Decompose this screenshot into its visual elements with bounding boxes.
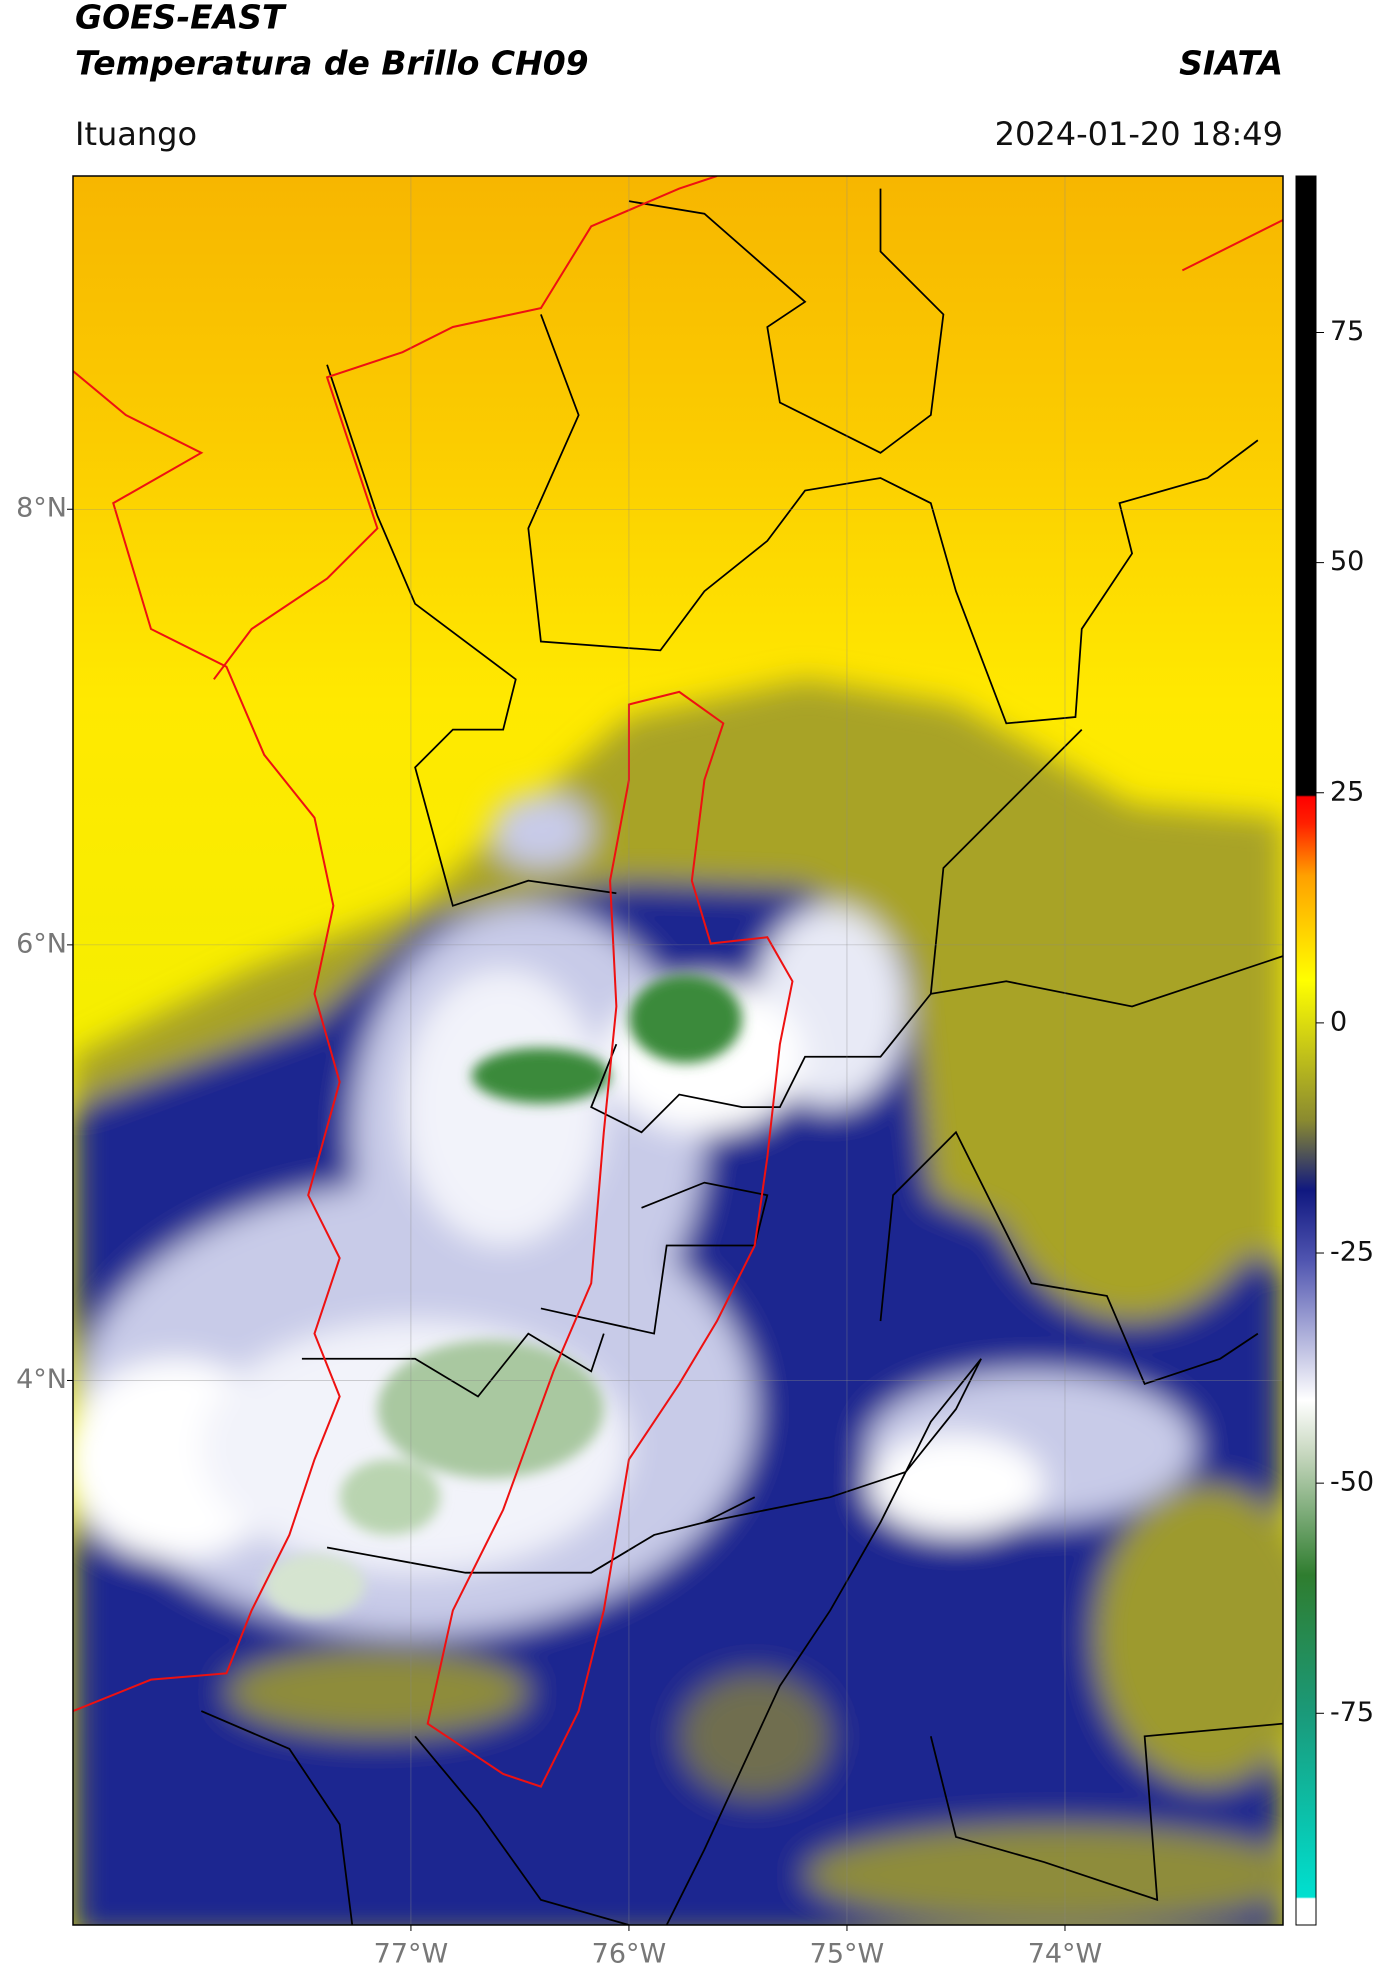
x-tick-label: 77°W — [374, 1939, 449, 1970]
y-tick-label: 4°N — [16, 1364, 67, 1395]
x-tick-label: 76°W — [592, 1939, 667, 1970]
x-tick-label: 74°W — [1028, 1939, 1103, 1970]
colorbar-tick-label: 0 — [1330, 1006, 1347, 1037]
subtitle: Temperatura de Brillo CH09 — [75, 44, 589, 83]
title: GOES-EAST — [75, 0, 287, 37]
x-tick-label: 75°W — [810, 1939, 885, 1970]
y-tick-label: 8°N — [16, 493, 67, 524]
y-tick-label: 6°N — [16, 928, 67, 959]
source: SIATA — [1179, 44, 1283, 83]
satellite-image — [73, 176, 1283, 1925]
colorbar-tick-label: -25 — [1330, 1237, 1374, 1268]
colorbar-tick-label: 50 — [1330, 546, 1364, 577]
colorbar-tick-label: -50 — [1330, 1467, 1374, 1498]
colorbar-tick-label: 75 — [1330, 316, 1364, 347]
colorbar-tick-label: -75 — [1330, 1697, 1374, 1728]
colorbar-tick-label: 25 — [1330, 776, 1364, 807]
colorbar — [1295, 175, 1317, 1926]
map-frame — [72, 175, 1284, 1926]
region: Ituango — [75, 115, 197, 153]
datetime: 2024-01-20 18:49 — [995, 115, 1283, 153]
